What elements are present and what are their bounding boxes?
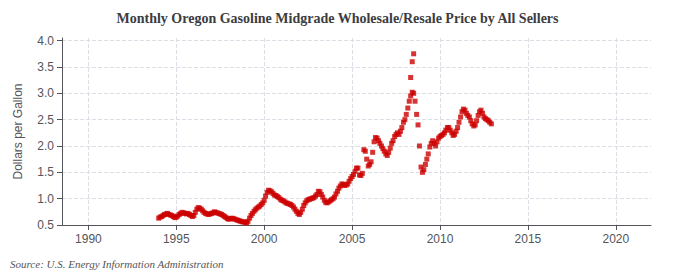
svg-text:2.0: 2.0 — [37, 139, 54, 153]
svg-text:3.0: 3.0 — [37, 86, 54, 100]
svg-text:2015: 2015 — [515, 232, 542, 246]
svg-text:0.5: 0.5 — [37, 218, 54, 232]
svg-text:1990: 1990 — [75, 232, 102, 246]
svg-text:2010: 2010 — [427, 232, 454, 246]
svg-text:2.5: 2.5 — [37, 113, 54, 127]
svg-text:2020: 2020 — [602, 232, 629, 246]
svg-text:4.0: 4.0 — [37, 34, 54, 48]
svg-text:2005: 2005 — [339, 232, 366, 246]
svg-text:Dollars per Gallon: Dollars per Gallon — [11, 83, 25, 179]
svg-text:3.5: 3.5 — [37, 60, 54, 74]
svg-text:1.0: 1.0 — [37, 192, 54, 206]
svg-text:Source: U.S. Energy Informatio: Source: U.S. Energy Information Administ… — [10, 258, 224, 270]
svg-text:1.5: 1.5 — [37, 165, 54, 179]
svg-text:2000: 2000 — [251, 232, 278, 246]
svg-text:1995: 1995 — [163, 232, 190, 246]
svg-text:Monthly Oregon Gasoline Midgra: Monthly Oregon Gasoline Midgrade Wholesa… — [116, 11, 559, 26]
